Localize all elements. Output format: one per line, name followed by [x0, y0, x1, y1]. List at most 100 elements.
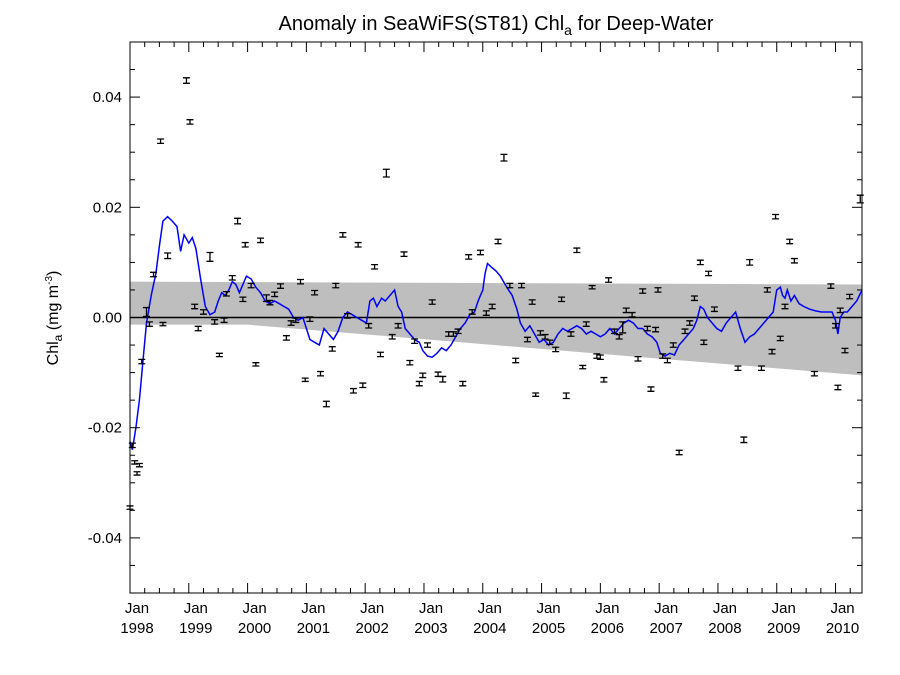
data-point-errorbar: [297, 278, 305, 285]
data-point-errorbar: [776, 335, 784, 342]
data-point-errorbar: [593, 353, 601, 359]
data-point-errorbar: [669, 342, 677, 348]
data-point-errorbar: [376, 351, 384, 358]
data-point-errorbar: [133, 471, 141, 476]
data-point-errorbar: [411, 338, 419, 345]
x-tick-year-label: 2004: [473, 620, 506, 637]
x-tick-month-label: Jan: [242, 600, 266, 617]
data-point-errorbar: [382, 168, 390, 178]
data-point-errorbar: [454, 328, 462, 335]
data-point-errorbar: [734, 365, 742, 372]
data-point-errorbar: [710, 306, 718, 313]
data-point-errorbar: [834, 384, 842, 391]
smoothed-series-line: [129, 215, 863, 450]
data-point-errorbar: [619, 321, 627, 334]
data-point-errorbar: [371, 263, 379, 270]
data-point-errorbar: [846, 293, 854, 300]
data-point-errorbar: [832, 322, 840, 329]
data-point-errorbar: [292, 317, 300, 324]
data-point-errorbar: [359, 382, 367, 389]
data-point-errorbar: [349, 387, 357, 394]
data-point-errorbar: [228, 274, 236, 281]
data-point-errorbar: [705, 270, 713, 277]
x-tick-month-label: Jan: [654, 600, 678, 617]
data-point-errorbar: [257, 237, 265, 244]
data-point-errorbar: [182, 77, 190, 84]
data-point-errorbar: [220, 317, 228, 324]
x-tick-year-label: 2008: [708, 620, 741, 637]
uncertainty-band: [130, 281, 862, 376]
data-point-errorbar: [643, 325, 651, 332]
data-point-errorbar: [406, 359, 414, 366]
chart-title: Anomaly in SeaWiFS(ST81) Chla for Deep-W…: [279, 13, 714, 38]
y-tick-label: -0.04: [88, 530, 122, 547]
data-point-errorbar: [856, 194, 864, 204]
data-point-errorbar: [686, 320, 694, 326]
data-point-errorbar: [579, 364, 587, 370]
data-point-errorbar: [449, 331, 457, 337]
x-tick-month-label: Jan: [301, 600, 325, 617]
data-point-errorbar: [740, 436, 748, 444]
plot-area: 0.04 0.02 0.00 -0.02 -0.04 Jan 1998 Jan 1999 Jan 2…: [88, 41, 864, 637]
data-point-errorbar: [622, 307, 630, 314]
data-point-errorbar: [468, 309, 476, 315]
data-point-errorbar: [700, 339, 708, 346]
data-point-errorbar: [541, 333, 549, 340]
data-point-errorbar: [506, 282, 514, 289]
data-point-errorbar: [164, 252, 172, 260]
data-point-errorbar: [562, 392, 570, 400]
data-point-errorbar: [150, 271, 158, 278]
data-point-errorbar: [142, 306, 150, 318]
data-point-errorbar: [186, 119, 194, 125]
data-point-errorbar: [494, 238, 502, 245]
data-point-errorbar: [316, 370, 324, 377]
data-point-errorbar: [810, 370, 818, 377]
data-point-errorbar: [206, 251, 214, 262]
data-point-errorbar: [247, 282, 255, 289]
data-point-errorbar: [222, 290, 230, 297]
data-point-errorbar: [328, 346, 336, 352]
data-point-errorbar: [199, 309, 207, 315]
data-point-errorbar: [757, 365, 765, 372]
data-point-errorbar: [277, 283, 285, 289]
data-point-errorbar: [746, 258, 754, 266]
data-point-errorbar: [252, 362, 260, 367]
y-tick-label: -0.02: [88, 420, 122, 437]
data-point-errorbar: [215, 352, 223, 358]
data-point-errorbar: [322, 400, 330, 408]
x-tick-year-label: 2005: [532, 620, 565, 637]
x-tick-year-label: 2006: [591, 620, 624, 637]
data-point-errorbar: [159, 321, 167, 327]
data-point-errorbar: [239, 296, 247, 303]
data-point-errorbar: [523, 336, 531, 343]
data-point-errorbar: [145, 321, 153, 327]
x-tick-month-label: Jan: [478, 600, 502, 617]
x-tick-month-label: Jan: [360, 600, 384, 617]
data-point-errorbar: [428, 299, 436, 305]
data-point-errorbar: [344, 312, 352, 319]
data-point-errorbar: [512, 357, 520, 364]
data-point-errorbar: [332, 282, 340, 289]
x-tick-month-label: Jan: [125, 600, 149, 617]
data-point-errorbar: [482, 310, 490, 316]
data-point-errorbar: [282, 335, 290, 341]
y-tick-label: 0.02: [93, 199, 122, 216]
data-point-errorbar: [262, 294, 270, 303]
data-point-errorbar: [772, 213, 780, 220]
data-point-errorbar: [696, 259, 704, 266]
data-point-errorbar: [841, 347, 849, 354]
data-point-errorbar: [596, 354, 604, 361]
x-tick-month-label: Jan: [772, 600, 796, 617]
data-point-errorbar: [388, 333, 396, 340]
x-tick-month-label: Jan: [419, 600, 443, 617]
data-point-errorbar: [488, 303, 496, 310]
x-tick-year-label: 2010: [826, 620, 859, 637]
data-point-errorbar: [681, 328, 689, 335]
data-point-errorbar: [365, 322, 373, 329]
data-point-errorbar: [211, 319, 219, 325]
x-tick-month-label: Jan: [830, 600, 854, 617]
data-point-errorbar: [500, 153, 508, 162]
x-tick-year-label: 2003: [414, 620, 447, 637]
data-point-errorbar: [652, 326, 660, 333]
